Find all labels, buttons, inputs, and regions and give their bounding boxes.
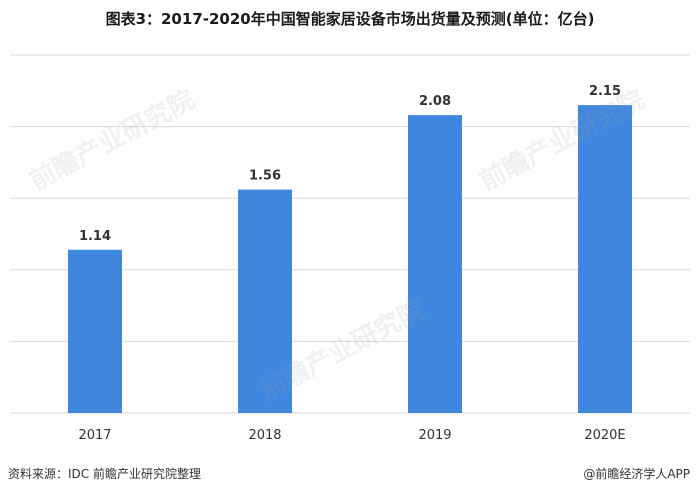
value-label: 2.15 xyxy=(589,84,621,99)
bars xyxy=(68,105,632,414)
bar xyxy=(68,249,122,413)
source-note: 资料来源：IDC 前瞻产业研究院整理 xyxy=(8,467,201,481)
value-label: 1.14 xyxy=(79,229,111,244)
credit: @前瞻经济学人APP xyxy=(583,467,690,481)
value-label: 2.08 xyxy=(419,94,451,109)
x-tick-label: 2017 xyxy=(78,428,111,443)
value-label: 1.56 xyxy=(249,169,281,184)
x-tick-labels: 2017 2018 2019 2020E xyxy=(78,428,625,443)
x-tick-label: 2020E xyxy=(584,428,625,443)
x-tick-label: 2018 xyxy=(248,428,281,443)
bar xyxy=(578,105,632,414)
bar xyxy=(238,189,292,413)
x-tick-label: 2019 xyxy=(418,428,451,443)
value-labels: 1.14 1.56 2.08 2.15 xyxy=(79,84,621,244)
chart-title: 图表3：2017-2020年中国智能家居设备市场出货量及预测(单位：亿台) xyxy=(105,10,595,28)
bar-chart: 1.14 1.56 2.08 2.15 2017 2018 2019 2020E xyxy=(10,54,690,443)
bar xyxy=(408,115,462,414)
gridlines xyxy=(10,54,690,414)
